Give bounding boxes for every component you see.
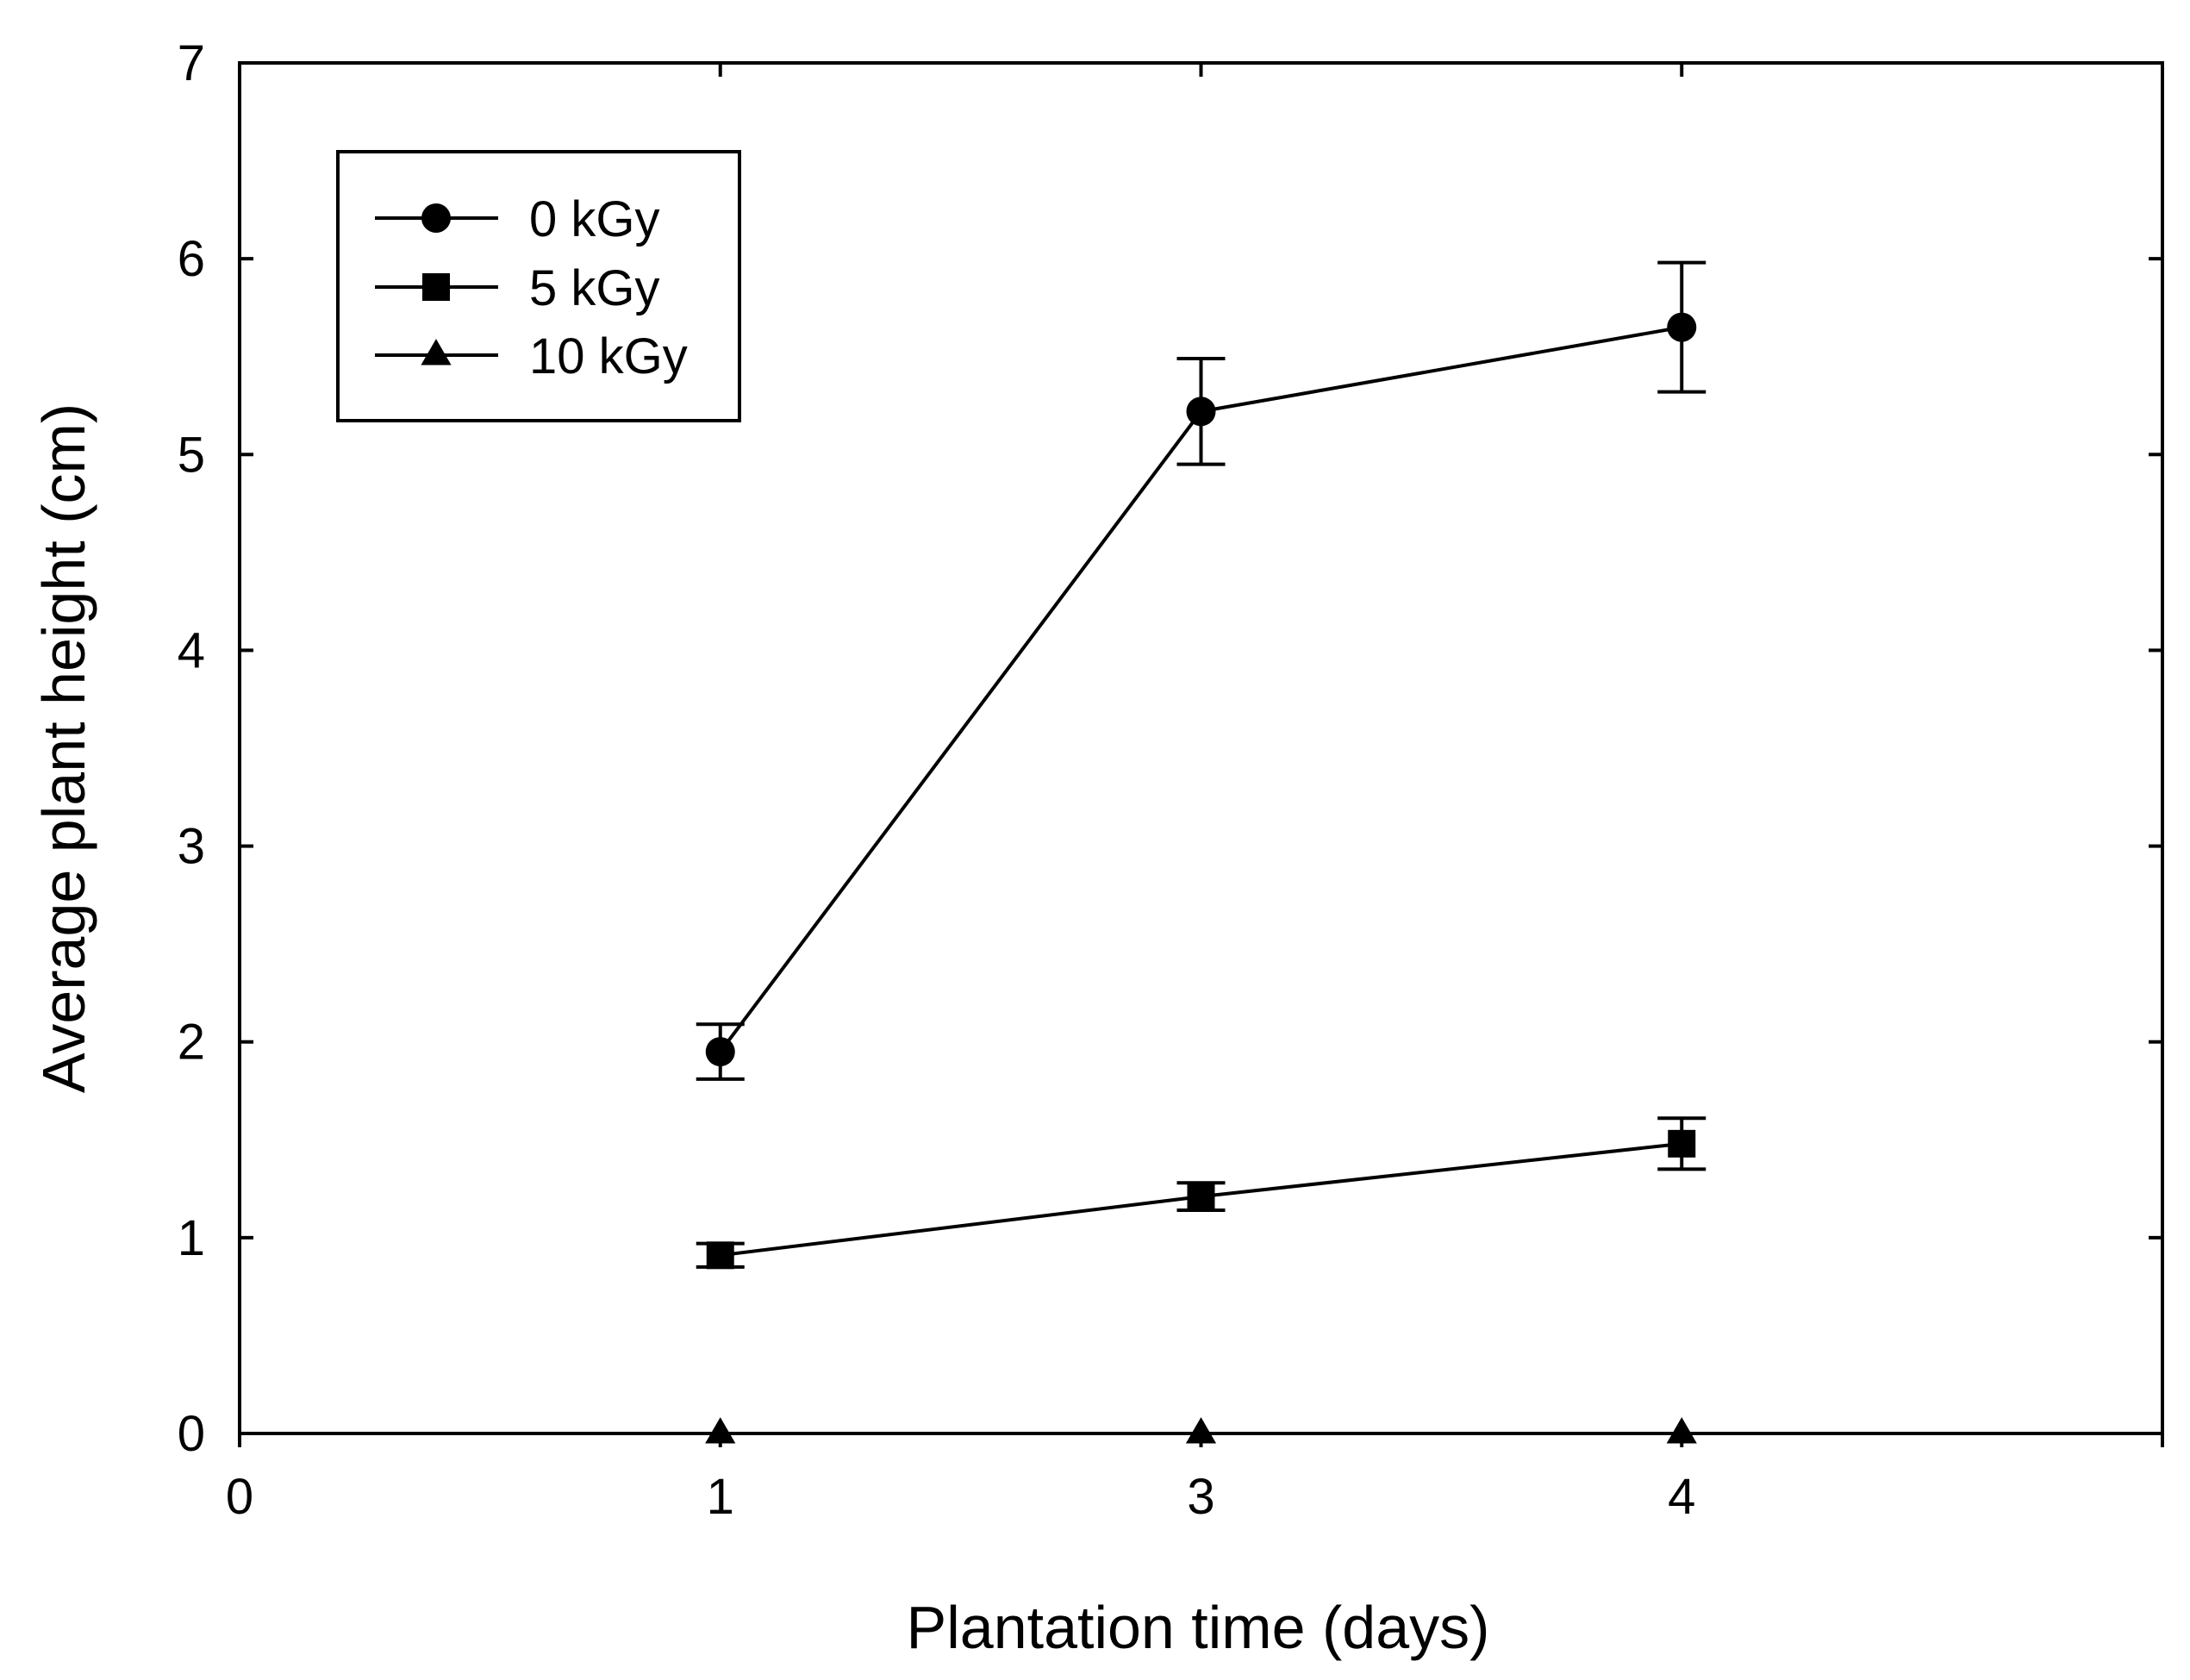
y-tick-label: 2 <box>178 1015 205 1071</box>
legend: 0 kGy 5 kGy 10 kGy <box>336 150 741 422</box>
y-tick-label: 3 <box>178 819 205 875</box>
data-point <box>1667 312 1697 342</box>
data-point <box>705 1417 736 1444</box>
x-tick-label: 3 <box>1187 1469 1214 1525</box>
legend-marker <box>421 203 451 233</box>
series-0-kgy <box>696 260 1706 1081</box>
data-point <box>1185 1417 1217 1444</box>
y-tick-label: 4 <box>178 622 205 678</box>
series-10-kgy <box>705 1417 1697 1444</box>
legend-marker <box>421 339 452 365</box>
legend-marker <box>422 273 450 301</box>
ticks: 0 1 2 3 4 5 6 7 0 1 3 4 <box>178 35 2164 1525</box>
data-point <box>1186 397 1216 427</box>
y-tick-label: 0 <box>178 1406 205 1462</box>
y-tick-label: 7 <box>178 35 205 91</box>
y-axis-title: Average plant height (cm) <box>30 403 97 1093</box>
legend-label: 5 kGy <box>529 260 660 316</box>
data-point <box>1666 1417 1697 1444</box>
x-tick-label: 4 <box>1668 1469 1695 1525</box>
legend-label: 0 kGy <box>529 191 660 247</box>
x-axis-title: Plantation time (days) <box>907 1594 1490 1661</box>
x-tick-label: 0 <box>226 1469 253 1525</box>
y-tick-label: 1 <box>178 1210 205 1266</box>
data-point <box>1668 1129 1696 1158</box>
x-tick-label: 1 <box>707 1469 734 1525</box>
y-tick-label: 6 <box>178 231 205 287</box>
series <box>696 260 1706 1444</box>
data-point <box>705 1037 735 1067</box>
series-5-kgy <box>696 1116 1706 1270</box>
y-tick-label: 5 <box>178 427 205 483</box>
data-point <box>1187 1183 1215 1211</box>
legend-label: 10 kGy <box>529 328 688 384</box>
data-point <box>706 1241 734 1270</box>
